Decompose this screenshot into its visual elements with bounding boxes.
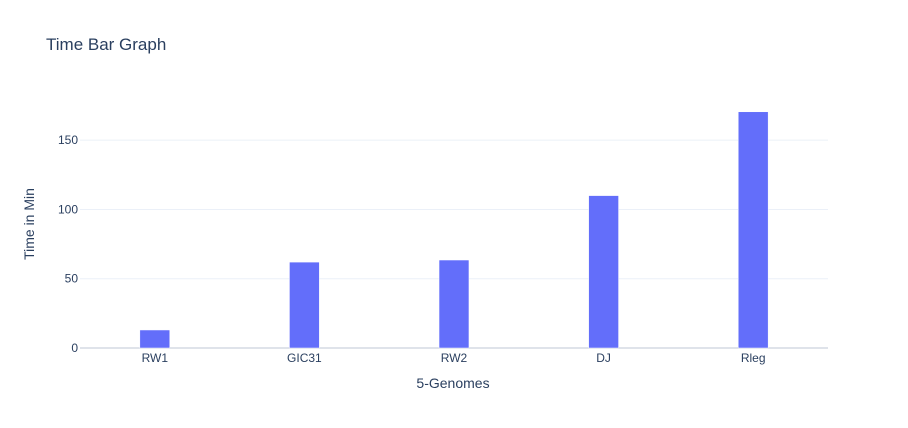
x-axis-title: 5-Genomes [416, 375, 489, 391]
x-tick-label: RW2 [441, 351, 468, 365]
bar-rw1[interactable] [139, 329, 171, 349]
x-tick-label: GIC31 [287, 351, 322, 365]
y-tick-label: 150 [58, 133, 78, 147]
y-tick-label: 0 [71, 341, 78, 355]
bar-dj[interactable] [588, 195, 619, 349]
x-tick-label: DJ [596, 351, 611, 365]
y-tick-label: 100 [58, 202, 78, 216]
y-tick-label: 50 [65, 272, 79, 286]
y-axis-title: Time in Min [21, 188, 37, 260]
x-tick-label: Rleg [741, 351, 766, 365]
bar-layer [139, 111, 769, 349]
tick-layer: 0 50 100 150 RW1 GIC31 RW2 DJ Rleg [58, 133, 766, 365]
bar-rw2[interactable] [438, 259, 470, 349]
bar-gic31[interactable] [289, 261, 320, 349]
x-tick-label: RW1 [142, 351, 169, 365]
bar-rleg[interactable] [737, 111, 769, 349]
chart-title: Time Bar Graph [46, 35, 166, 54]
